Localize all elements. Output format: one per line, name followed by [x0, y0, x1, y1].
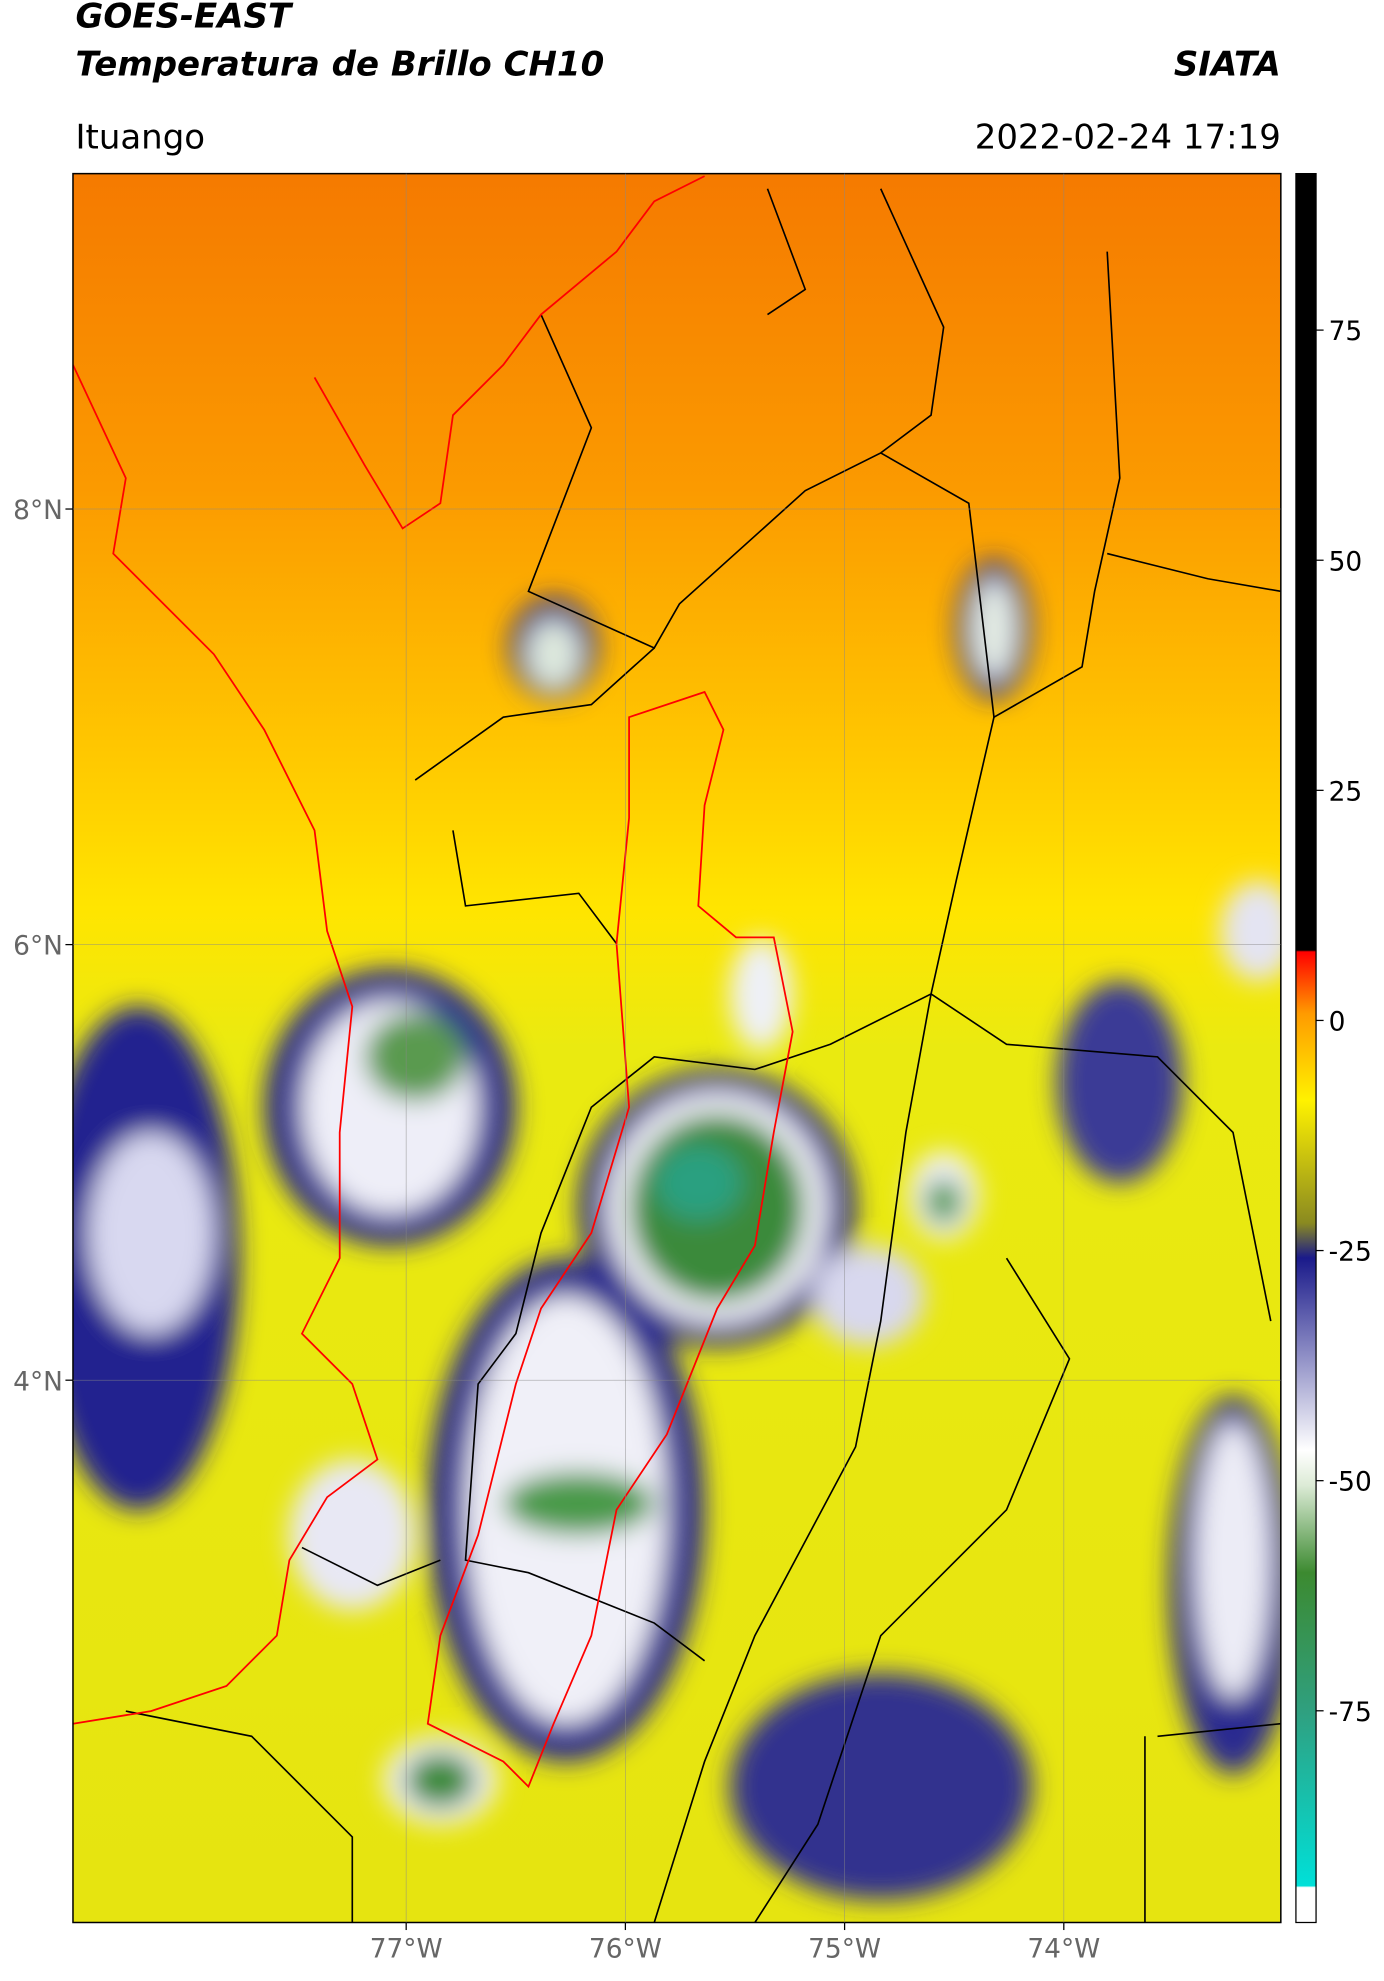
x-tick-label: 76°W: [589, 1934, 662, 1965]
source: SIATA: [1174, 44, 1281, 84]
colorbar-tick-label: 25: [1329, 776, 1363, 807]
colorbar-tick-label: -75: [1329, 1697, 1372, 1728]
admin-borders: [125, 188, 1281, 1923]
x-tick-label: 75°W: [808, 1934, 881, 1965]
y-tick-label: 4°N: [13, 1366, 63, 1397]
colorbar: [1295, 172, 1317, 1924]
map-frame: [72, 172, 1282, 1924]
x-tick-label: 77°W: [370, 1934, 443, 1965]
subtitle: Temperatura de Brillo CH10: [75, 44, 604, 84]
title: GOES-EAST: [75, 0, 293, 37]
colorbar-tick-label: 75: [1329, 316, 1363, 347]
colorbar-tick-label: -50: [1329, 1467, 1372, 1498]
cloud-field: [72, 559, 1281, 1900]
datetime: 2022-02-24 17:19: [975, 117, 1281, 157]
region: Ituango: [75, 117, 205, 157]
y-tick-label: 6°N: [13, 931, 63, 962]
colorbar-tick-label: -25: [1329, 1237, 1372, 1268]
x-tick-label: 74°W: [1027, 1934, 1100, 1965]
y-tick-label: 8°N: [13, 495, 63, 526]
colorbar-tick-label: 50: [1329, 546, 1363, 577]
coastline: [72, 175, 794, 1789]
map-area: [72, 173, 1281, 1923]
colorbar-tick-label: 0: [1329, 1007, 1346, 1038]
